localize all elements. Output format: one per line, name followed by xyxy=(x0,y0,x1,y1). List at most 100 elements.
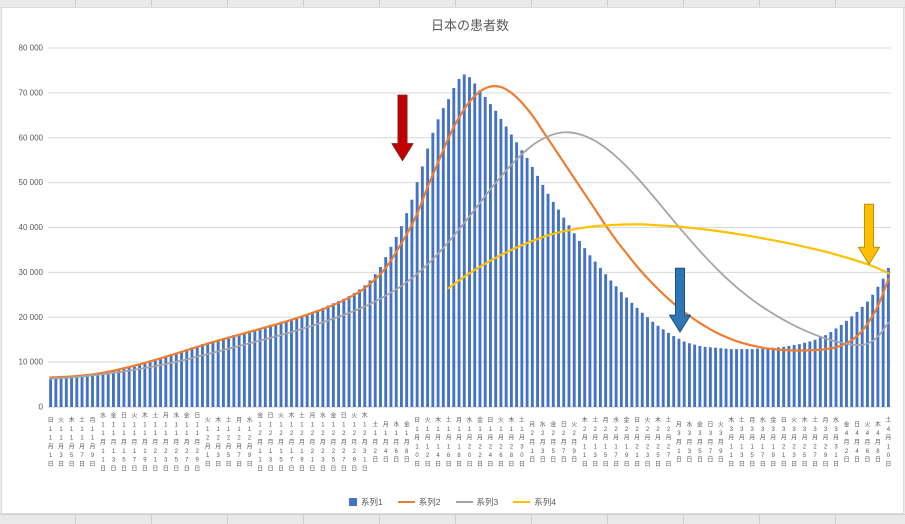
line-series-keiretsu2 xyxy=(49,85,890,379)
legend-item-keiretsu3[interactable]: 系列3 xyxy=(455,496,499,508)
legend-line-swatch xyxy=(455,500,473,504)
gridlines xyxy=(48,47,891,363)
y-tick-label: 60 000 xyxy=(19,133,44,142)
spreadsheet-row-bottom xyxy=(0,514,905,524)
x-axis-labels: 日 1 1 月 1 日火 1 1 月 3 日木 1 1 月 5 日土 1 1 月 7 日月 1 1 月 9 日水 1 1 月 1 1 日金 1 1… xyxy=(48,412,892,473)
y-tick-label: 80 000 xyxy=(19,44,44,53)
y-tick-label: 50 000 xyxy=(19,178,44,187)
legend-label: 系列2 xyxy=(418,497,441,507)
legend-label: 系列4 xyxy=(534,497,556,507)
patients-chart[interactable]: 日本の患者数 0 10 000 20 000 30 000 40 000 50 000 60… xyxy=(1,7,904,514)
y-tick-label: 70 000 xyxy=(19,88,44,97)
legend: 系列1 系列2 系列3 系列4 xyxy=(2,496,903,508)
chart-title: 日本の患者数 xyxy=(431,18,509,33)
blue-down-arrow[interactable] xyxy=(669,267,691,333)
legend-line-swatch xyxy=(397,500,415,504)
y-tick-label: 40 000 xyxy=(19,223,44,232)
legend-item-keiretsu4[interactable]: 系列4 xyxy=(513,496,556,508)
legend-item-keiretsu1[interactable]: 系列1 xyxy=(349,496,383,508)
red-down-arrow[interactable] xyxy=(391,94,414,162)
bar-series-keiretsu1 xyxy=(49,74,890,408)
y-tick-label: 10 000 xyxy=(19,358,44,367)
legend-line-swatch xyxy=(513,500,531,504)
patients-chart-canvas: 日本の患者数 0 10 000 20 000 30 000 40 000 50 000 60… xyxy=(19,18,892,473)
legend-item-keiretsu2[interactable]: 系列2 xyxy=(397,496,441,508)
yellow-down-arrow[interactable] xyxy=(858,203,880,265)
legend-label: 系列3 xyxy=(476,497,499,507)
y-tick-label: 0 xyxy=(39,403,44,412)
y-tick-label: 30 000 xyxy=(19,268,44,277)
line-series-keiretsu4 xyxy=(447,223,890,290)
